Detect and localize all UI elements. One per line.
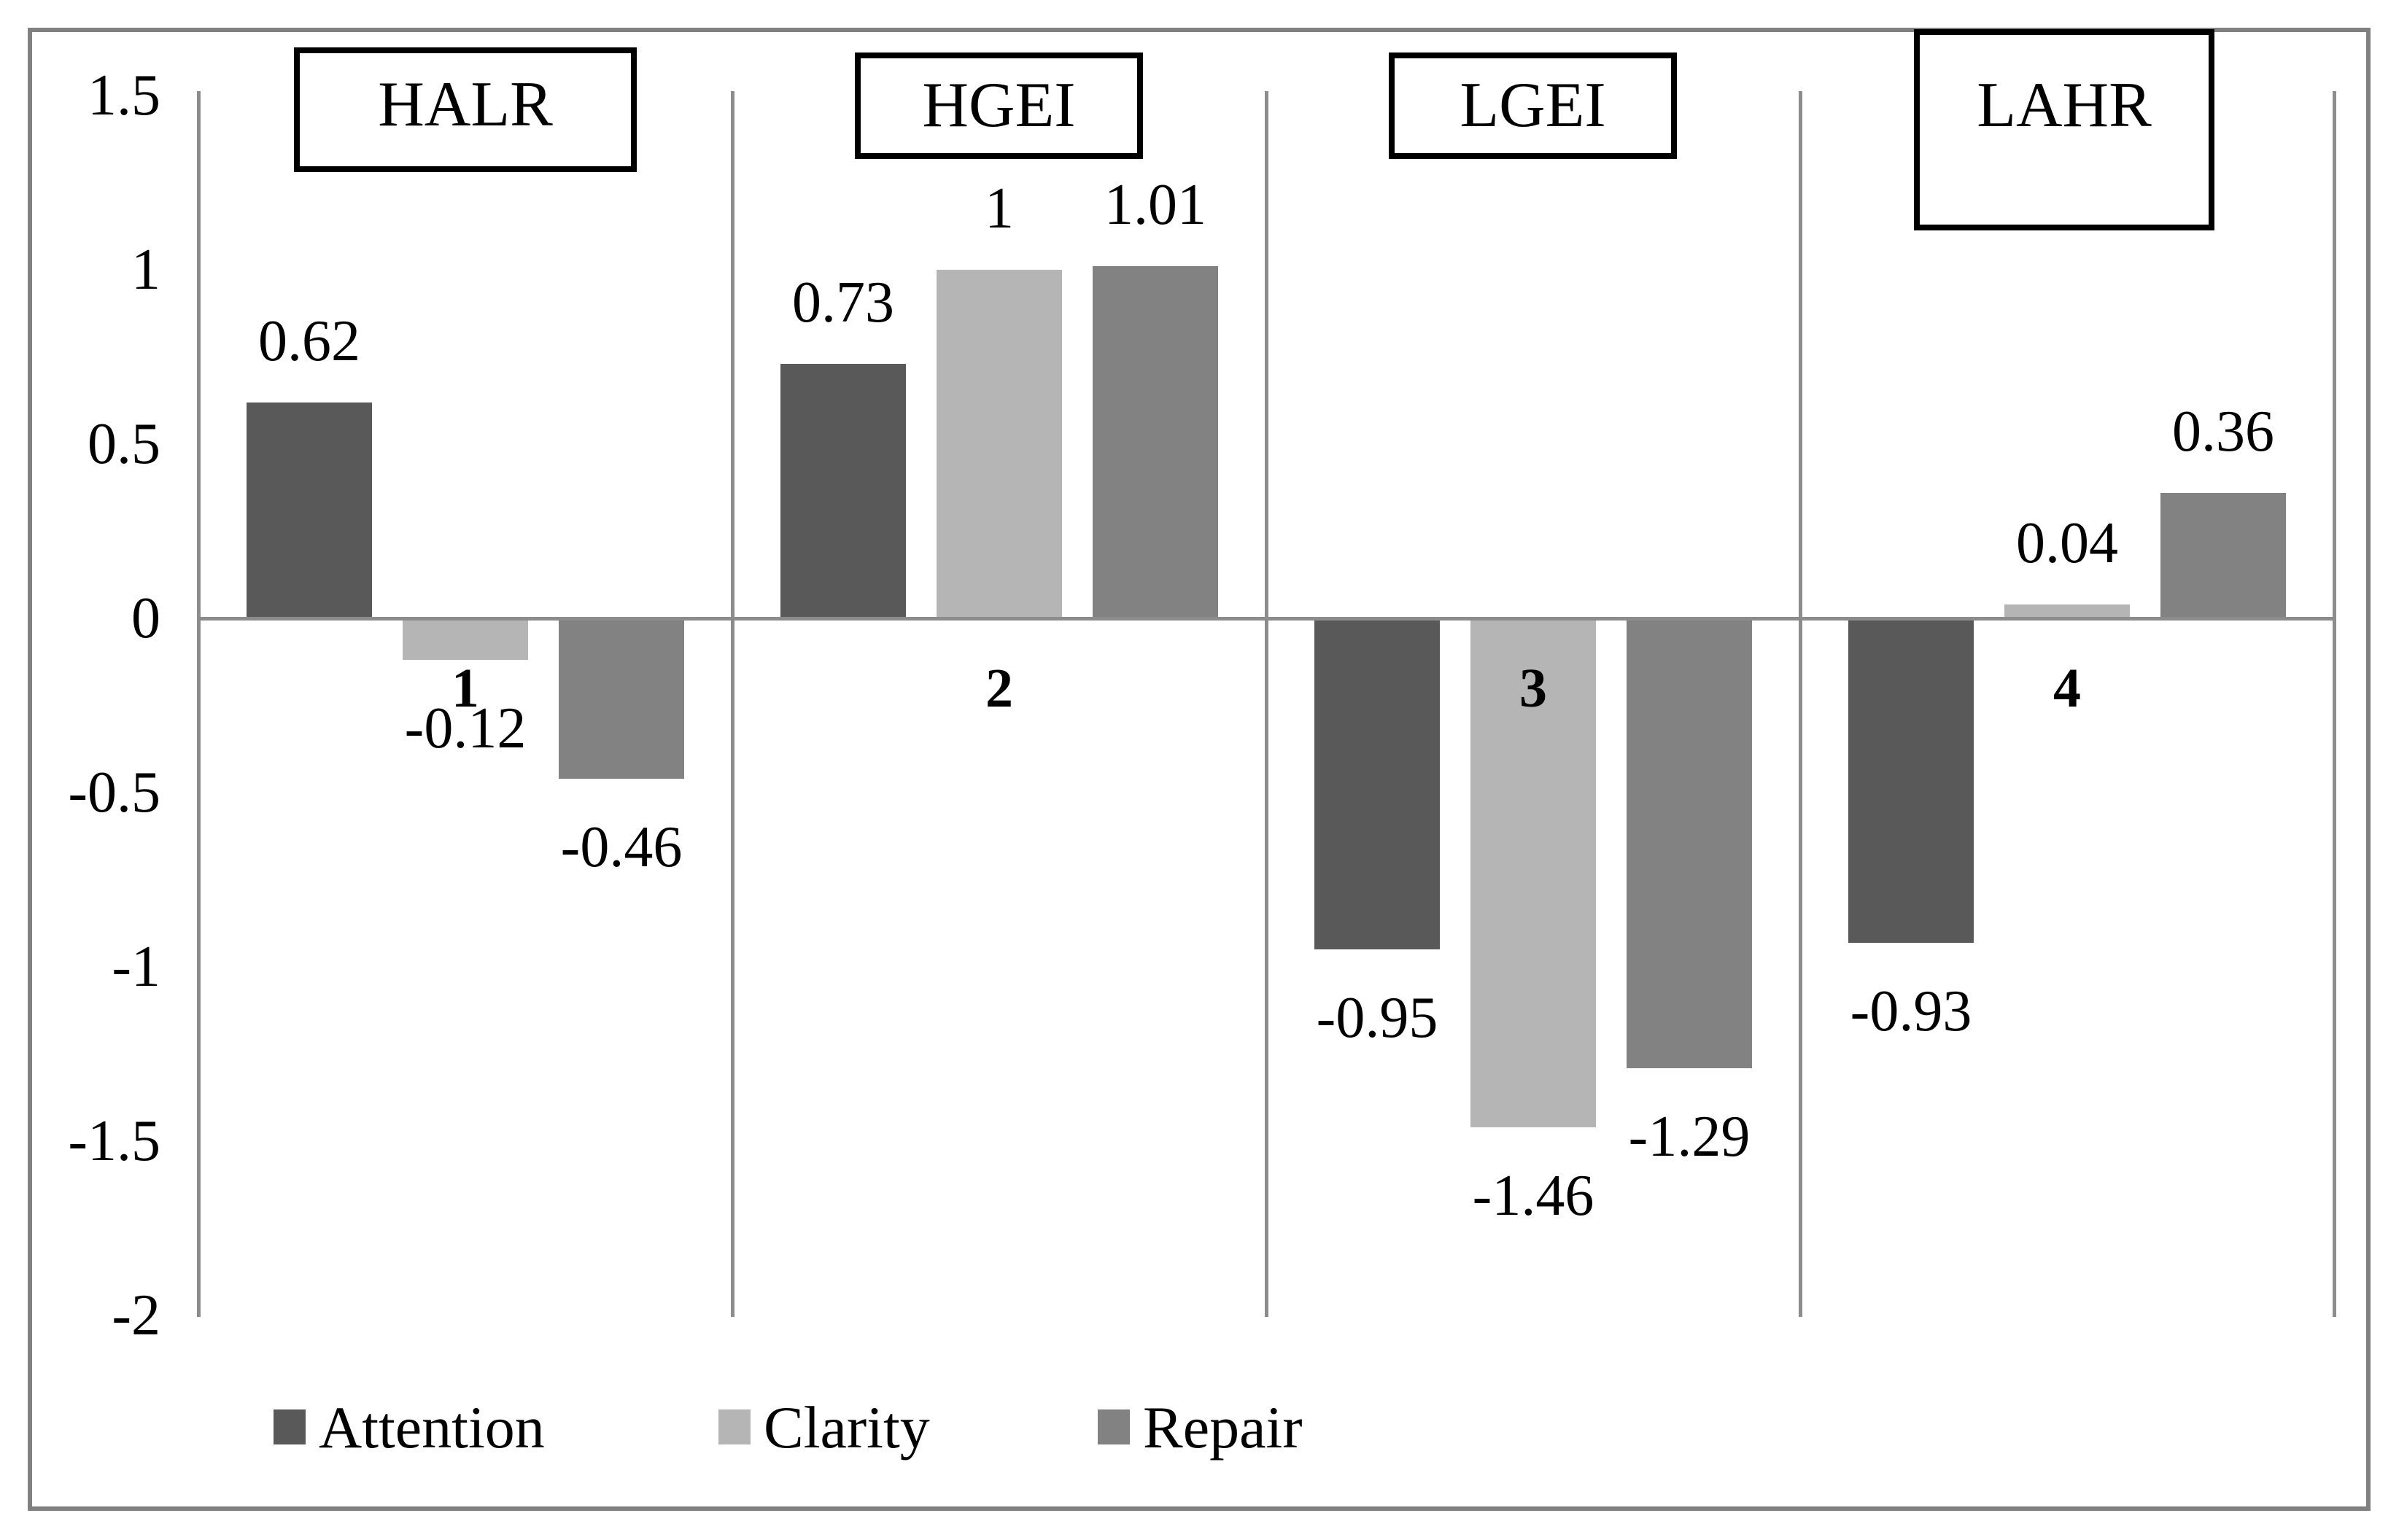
group-box-halr: HALR	[294, 47, 637, 172]
bar-clarity-group2	[937, 270, 1062, 618]
group-box-lgei: LGEI	[1389, 52, 1677, 159]
category-label-3: 3	[1519, 658, 1547, 719]
legend-swatch-clarity	[718, 1409, 751, 1444]
legend-label-clarity: Clarity	[764, 1394, 930, 1461]
data-label-attention-group1: 0.62	[258, 308, 360, 373]
bar-attention-group2	[780, 364, 906, 618]
data-label-attention-group2: 0.73	[792, 271, 894, 335]
y-tick-label: 0.5	[88, 412, 160, 476]
data-label-repair-group2: 1.01	[1104, 173, 1206, 238]
category-label-1: 1	[451, 658, 479, 719]
category-label-2: 2	[985, 658, 1013, 719]
bar-repair-group1	[559, 618, 684, 779]
bar-repair-group4	[2160, 492, 2286, 618]
y-tick-label: -1.5	[68, 1109, 160, 1173]
legend-label-attention: Attention	[319, 1394, 545, 1461]
data-label-clarity-group1: -0.12	[404, 696, 527, 761]
y-tick-label: -2	[112, 1283, 160, 1348]
data-label-clarity-group2: 1	[985, 176, 1014, 241]
data-label-repair-group1: -0.46	[560, 814, 683, 879]
plot-right-line	[2333, 91, 2336, 1317]
data-label-clarity-group4: 0.04	[2016, 510, 2118, 575]
group-divider-line	[731, 91, 734, 1317]
bar-attention-group4	[1848, 618, 1974, 943]
y-tick-label: -1	[112, 935, 160, 999]
data-label-repair-group3: -1.29	[1628, 1104, 1751, 1169]
bar-attention-group1	[247, 402, 372, 618]
legend-swatch-repair	[1098, 1409, 1130, 1444]
bar-clarity-group4	[2004, 604, 2130, 618]
figure-border	[28, 28, 2371, 1511]
group-divider-line	[1265, 91, 1268, 1317]
group-box-hgei: HGEI	[855, 52, 1143, 159]
y-tick-label: 0	[131, 586, 160, 650]
category-label-4: 4	[2053, 658, 2081, 719]
bar-repair-group2	[1093, 266, 1218, 618]
y-axis-line	[197, 91, 201, 1317]
bar-clarity-group3	[1470, 618, 1596, 1127]
data-label-attention-group4: -0.93	[1850, 979, 1972, 1043]
group-box-lahr: LAHR	[1914, 29, 2214, 230]
y-tick-label: 1.5	[88, 63, 160, 128]
data-label-repair-group4: 0.36	[2172, 399, 2274, 464]
x-axis-zero-line	[198, 617, 2334, 621]
bar-clarity-group1	[403, 618, 528, 661]
y-tick-label: -0.5	[68, 761, 160, 825]
bar-attention-group3	[1314, 618, 1440, 950]
data-label-clarity-group3: -1.46	[1472, 1163, 1594, 1228]
bar-repair-group3	[1627, 618, 1752, 1068]
y-tick-label: 1	[131, 238, 160, 302]
legend-swatch-attention	[274, 1409, 306, 1444]
data-label-attention-group3: -0.95	[1316, 986, 1438, 1051]
legend-label-repair: Repair	[1143, 1394, 1303, 1461]
group-divider-line	[1799, 91, 1802, 1317]
